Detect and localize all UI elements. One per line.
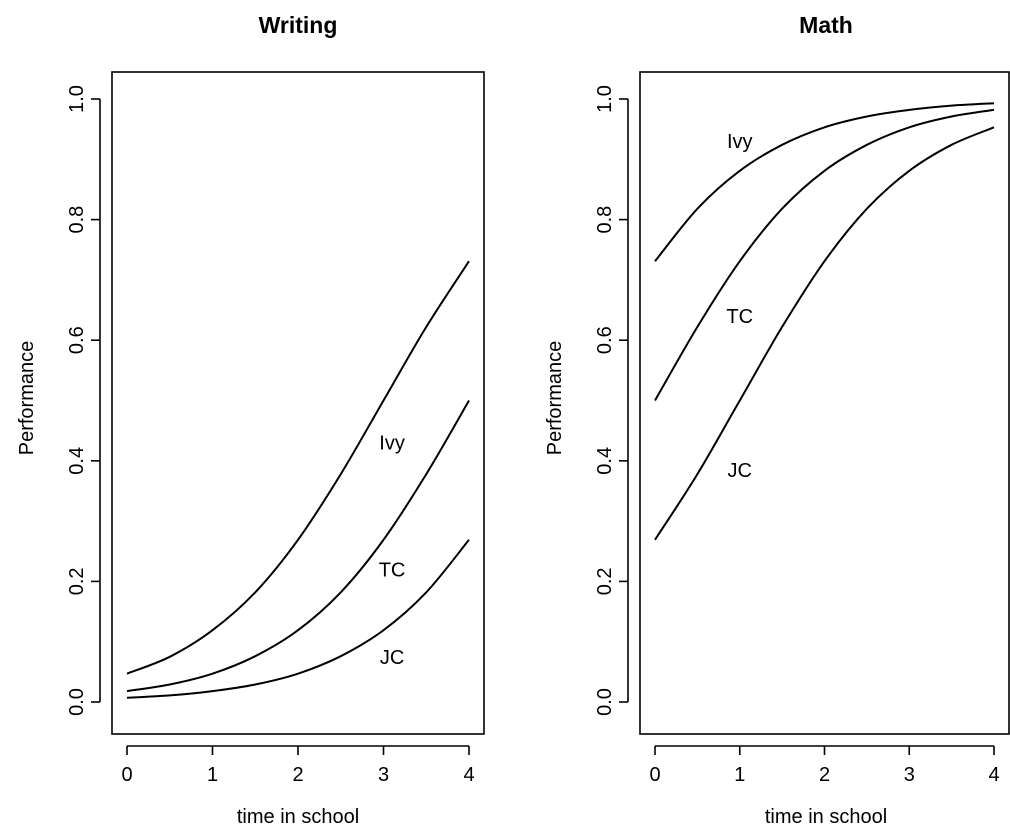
x-tick-label: 0	[121, 764, 132, 786]
y-tick-label: 0.0	[66, 688, 88, 716]
series-label-tc: TC	[726, 306, 753, 328]
series-line-ivy	[126, 260, 470, 675]
panel-math: Math Performance time in school 0 1 2 3 4 0.0…	[544, 12, 1010, 828]
series-label-jc: JC	[380, 647, 404, 669]
x-tick-label: 2	[292, 764, 303, 786]
x-tick-label: 3	[378, 764, 389, 786]
y-axis-label: Performance	[544, 341, 566, 456]
plot-frame	[639, 71, 1010, 735]
series-line-jc	[126, 539, 470, 699]
chart-title: Writing	[259, 12, 338, 38]
panel-writing: Writing Performance time in school 0 1 2 3 4…	[16, 12, 485, 828]
y-tick-label: 0.6	[594, 326, 616, 354]
x-tick-label: 4	[988, 764, 999, 786]
y-tick-label: 1.0	[66, 85, 88, 113]
y-tick-label: 0.4	[594, 447, 616, 475]
x-tick-label: 1	[207, 764, 218, 786]
y-axis-label: Performance	[16, 341, 38, 456]
x-tick-label: 4	[463, 764, 474, 786]
chart-title: Math	[799, 12, 853, 38]
y-tick-label: 1.0	[594, 85, 616, 113]
x-tick-label: 3	[904, 764, 915, 786]
y-tick-label: 0.2	[594, 567, 616, 595]
x-tick-label: 1	[734, 764, 745, 786]
series-label-ivy: Ivy	[379, 433, 405, 455]
y-tick-label: 0.0	[594, 688, 616, 716]
x-axis-label: time in school	[765, 806, 887, 828]
y-tick-label: 0.8	[594, 206, 616, 234]
series-label-tc: TC	[379, 559, 406, 581]
series-line-jc	[654, 126, 995, 541]
y-tick-label: 0.4	[66, 447, 88, 475]
y-tick-label: 0.2	[66, 567, 88, 595]
x-axis-label: time in school	[237, 806, 359, 828]
x-tick-label: 0	[649, 764, 660, 786]
x-tick-label: 2	[819, 764, 830, 786]
series-label-jc: JC	[728, 460, 752, 482]
series-line-tc	[654, 108, 995, 401]
series-line-tc	[126, 400, 470, 693]
y-tick-label: 0.8	[66, 206, 88, 234]
plot-frame	[111, 71, 485, 735]
series-label-ivy: Ivy	[727, 131, 753, 153]
y-tick-label: 0.6	[66, 326, 88, 354]
series-line-ivy	[654, 102, 995, 262]
